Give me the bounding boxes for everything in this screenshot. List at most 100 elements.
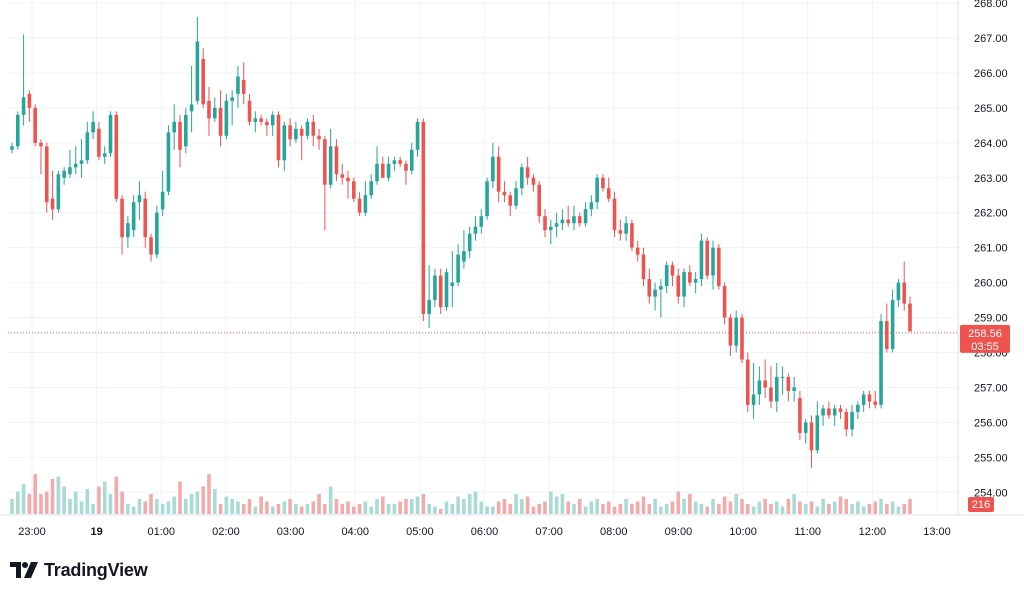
volume-bar (201, 486, 205, 514)
candle-body (630, 223, 634, 248)
volume-bar (844, 499, 849, 514)
volume-bar (792, 494, 796, 514)
candle-body (844, 411, 849, 430)
volume-bar (241, 504, 246, 514)
candle-body (427, 300, 431, 315)
candle-body (108, 114, 113, 154)
volume-bar (160, 504, 165, 514)
candle-body (774, 376, 779, 402)
volume-bar (525, 496, 530, 514)
candle-body (149, 237, 153, 255)
tradingview-logo[interactable]: TradingView (10, 559, 148, 581)
volume-bar (612, 506, 617, 514)
volume-bar (479, 501, 484, 514)
candle-body (722, 286, 727, 318)
candle-body (15, 114, 20, 147)
volume-bar (699, 504, 704, 514)
candle-body (311, 121, 316, 136)
volume-bar (757, 501, 762, 514)
candle-body (102, 153, 107, 157)
candle-body (566, 219, 570, 224)
time-tick-label: 23:00 (18, 526, 46, 538)
candle-body (832, 408, 837, 416)
volume-bar (334, 499, 339, 514)
price-tick-label: 261.00 (974, 243, 1008, 255)
volume-bar (606, 501, 611, 514)
volume-bar (317, 494, 321, 514)
volume-bar (375, 499, 379, 514)
candle-body (224, 100, 229, 136)
candle-body (618, 230, 623, 234)
candle-body (363, 195, 368, 213)
price-tick-label: 268.00 (974, 0, 1008, 10)
candle-body (357, 198, 362, 213)
candle-body (282, 125, 287, 161)
candle-body (346, 177, 350, 182)
candle-body (143, 198, 148, 238)
volume-bar (624, 499, 628, 514)
volume-bar (415, 496, 420, 514)
candle-body (201, 58, 205, 105)
volume-bar (259, 496, 263, 514)
volume-bar (50, 479, 55, 514)
volume-bar (236, 501, 240, 514)
last-price-label: 258.56 (968, 328, 1002, 340)
volume-bar (224, 496, 229, 514)
volume-bar (247, 499, 252, 514)
candle-body (317, 135, 321, 140)
volume-bar (861, 506, 866, 514)
candle-body (485, 181, 489, 217)
volume-bar (21, 484, 26, 514)
brand-name: TradingView (44, 559, 148, 580)
candle-body (769, 387, 773, 402)
volume-bar (386, 504, 391, 514)
candle-body (404, 163, 408, 171)
volume-bar (508, 504, 513, 514)
volume-bar (230, 499, 234, 514)
volume-bar (352, 506, 356, 514)
candle-body (415, 121, 420, 150)
volume-bar (363, 501, 368, 514)
volume-bar (79, 501, 84, 514)
price-tick-label: 255.00 (974, 452, 1008, 464)
volume-bar (798, 501, 802, 514)
volume-bar (740, 499, 744, 514)
volume-bar (711, 499, 715, 514)
time-axis[interactable]: 23:00 19 01:00 02:00 03:00 04:00 05:00 06:00 07:… (18, 526, 951, 538)
candle-body (572, 216, 576, 224)
candle-body (583, 209, 588, 224)
time-tick-label: 10:00 (729, 526, 757, 538)
volume-bar (91, 504, 95, 514)
volume-bar (745, 504, 750, 514)
price-tick-label: 254.00 (974, 487, 1008, 499)
candle-body (682, 272, 686, 297)
candle-body (288, 125, 292, 140)
volume-bar (630, 504, 634, 514)
candle-body (207, 100, 211, 119)
time-tick-label: 09:00 (665, 526, 693, 538)
volume-bar (618, 504, 623, 514)
candle-body (328, 146, 333, 185)
volume-bar (120, 491, 124, 514)
volume-bar (450, 504, 455, 514)
volume-bar (653, 499, 657, 514)
candle-body (873, 401, 878, 405)
candle-body (491, 156, 495, 182)
volume-bar (589, 501, 594, 514)
candle-body (68, 167, 72, 175)
volume-bar (178, 481, 182, 514)
time-tick-label: 19 (91, 526, 103, 538)
volume-bar (491, 506, 495, 514)
volume-bar (473, 491, 478, 514)
candle-body (624, 223, 628, 234)
candle-body (908, 303, 912, 332)
candle-body (821, 408, 825, 416)
volume-bar (108, 494, 113, 514)
candle-body (212, 107, 217, 119)
volume-bar (305, 504, 310, 514)
volume-bar (346, 501, 350, 514)
candle-body (398, 160, 402, 164)
price-axis[interactable]: 268.00 267.00 266.00 265.00 264.00 263.00 262.… (974, 0, 1008, 499)
candle-body (473, 226, 478, 234)
